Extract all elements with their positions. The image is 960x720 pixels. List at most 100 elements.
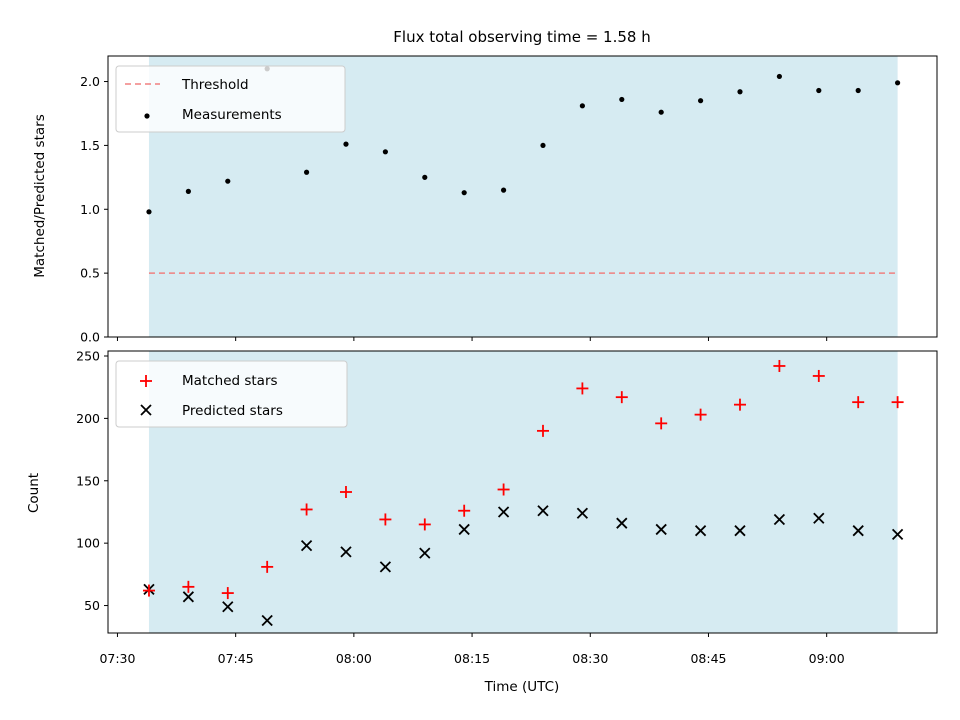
y-tick-label: 100 <box>76 536 100 551</box>
predicted-star-point <box>576 507 589 519</box>
y-tick-label: 1.0 <box>80 202 100 217</box>
measurement-point <box>461 190 467 196</box>
y-tick-label: 50 <box>84 598 100 613</box>
predicted-star-point <box>261 614 273 627</box>
predicted-legend-label: Predicted stars <box>182 403 283 419</box>
predicted-star-point <box>182 591 195 603</box>
matched-star-point <box>773 359 786 372</box>
matched-star-point <box>852 396 865 409</box>
measurement-point <box>500 187 507 193</box>
y-tick-label: 250 <box>76 348 100 363</box>
matched-star-point <box>418 518 431 531</box>
matched-star-point <box>733 398 746 411</box>
matched-star-point <box>221 587 234 600</box>
predicted-star-point <box>222 601 234 613</box>
measurement-point <box>540 142 546 149</box>
matched-star-point <box>576 382 589 395</box>
measurement-point <box>855 87 861 94</box>
predicted-star-point <box>300 540 313 552</box>
predicted-star-point <box>694 525 707 537</box>
top-legend-box <box>115 65 346 133</box>
predicted-star-point <box>616 517 628 529</box>
predicted-star-point <box>734 525 746 537</box>
measurement-point <box>422 174 428 180</box>
matched-star-point <box>497 483 510 496</box>
matched-star-point <box>379 513 392 526</box>
measurement-point <box>776 73 782 80</box>
matched-star-point <box>812 369 825 382</box>
bottom-legend: Matched stars Predicted stars <box>115 360 348 428</box>
measurement-point <box>185 188 191 194</box>
matched-star-point <box>339 486 352 498</box>
measurement-point <box>619 96 625 103</box>
matched-star-point <box>182 580 195 593</box>
top-legend: Threshold Measurements <box>115 65 346 133</box>
predicted-star-point <box>537 505 549 517</box>
matched-star-point <box>142 584 155 597</box>
matched-star-point <box>891 396 904 409</box>
bottom-axes-frame <box>107 350 938 634</box>
x-tick-label: 08:00 <box>336 651 372 666</box>
predicted-star-point <box>419 547 431 559</box>
count-series <box>142 359 904 627</box>
measurement-point <box>816 87 822 94</box>
measurement-point <box>343 141 349 147</box>
matched-star-point <box>694 408 707 421</box>
matched-star-point <box>261 560 274 573</box>
matched-star-point <box>300 503 313 516</box>
y-tick-label: 1.5 <box>80 138 100 153</box>
x-axis-label: Time (UTC) <box>484 679 560 695</box>
bottom-legend-box <box>115 360 348 428</box>
predicted-star-point <box>340 546 352 558</box>
predicted-legend-marker <box>140 404 152 416</box>
measurement-point <box>146 209 152 215</box>
predicted-star-point <box>773 513 786 526</box>
matched-star-point <box>536 424 549 437</box>
measurement-point <box>382 149 388 155</box>
measurement-point <box>737 89 743 95</box>
matched-star-point <box>655 417 668 430</box>
predicted-star-point <box>655 523 667 536</box>
y-tick-label: 0.0 <box>80 330 100 345</box>
y-tick-label: 0.5 <box>80 266 100 281</box>
x-tick-label: 08:15 <box>454 651 490 666</box>
bottom-y-axis: 50 100 150 200 250 <box>76 348 108 613</box>
measurements-legend-label: Measurements <box>182 107 282 123</box>
measurements-series <box>146 66 901 215</box>
x-tick-label: 08:45 <box>690 651 726 666</box>
y-tick-label: 150 <box>76 473 100 488</box>
top-y-axis-label: Matched/Predicted stars <box>32 114 48 277</box>
predicted-star-point <box>379 561 392 573</box>
measurement-point <box>697 98 704 104</box>
top-axes-frame <box>107 55 938 338</box>
predicted-star-point <box>497 506 510 518</box>
measurement-point <box>303 169 310 175</box>
matched-star-point <box>615 391 628 404</box>
measurements-legend-marker <box>144 113 150 119</box>
predicted-star-point <box>852 525 864 537</box>
threshold-legend-label: Threshold <box>181 77 249 93</box>
count-panel: 50 100 150 200 250 07:30 07:45 08:00 08:15 08:30… <box>26 348 938 695</box>
x-tick-label: 07:30 <box>99 651 135 666</box>
predicted-star-point <box>458 523 470 536</box>
y-tick-label: 2.0 <box>80 74 100 89</box>
bottom-y-axis-label: Count <box>26 473 42 513</box>
predicted-star-point <box>891 528 904 541</box>
measurement-point <box>579 103 585 109</box>
predicted-star-point <box>813 512 825 524</box>
bottom-x-axis: 07:30 07:45 08:00 08:15 08:30 08:45 09:00 <box>99 633 845 666</box>
top-x-ticks <box>116 337 828 341</box>
matched-legend-label: Matched stars <box>182 373 278 389</box>
x-tick-label: 09:00 <box>809 651 845 666</box>
y-tick-label: 200 <box>76 411 100 426</box>
measurement-point <box>225 178 231 184</box>
x-tick-label: 08:30 <box>572 651 608 666</box>
x-tick-label: 07:45 <box>218 651 254 666</box>
matched-legend-marker <box>140 375 152 387</box>
measurement-point <box>894 80 901 86</box>
measurement-point <box>658 109 664 115</box>
top-y-axis: 0.0 0.5 1.0 1.5 2.0 <box>80 74 108 345</box>
ratio-panel: 0.0 0.5 1.0 1.5 2.0 Flux total observing tim… <box>32 28 938 345</box>
matched-star-point <box>458 504 471 517</box>
